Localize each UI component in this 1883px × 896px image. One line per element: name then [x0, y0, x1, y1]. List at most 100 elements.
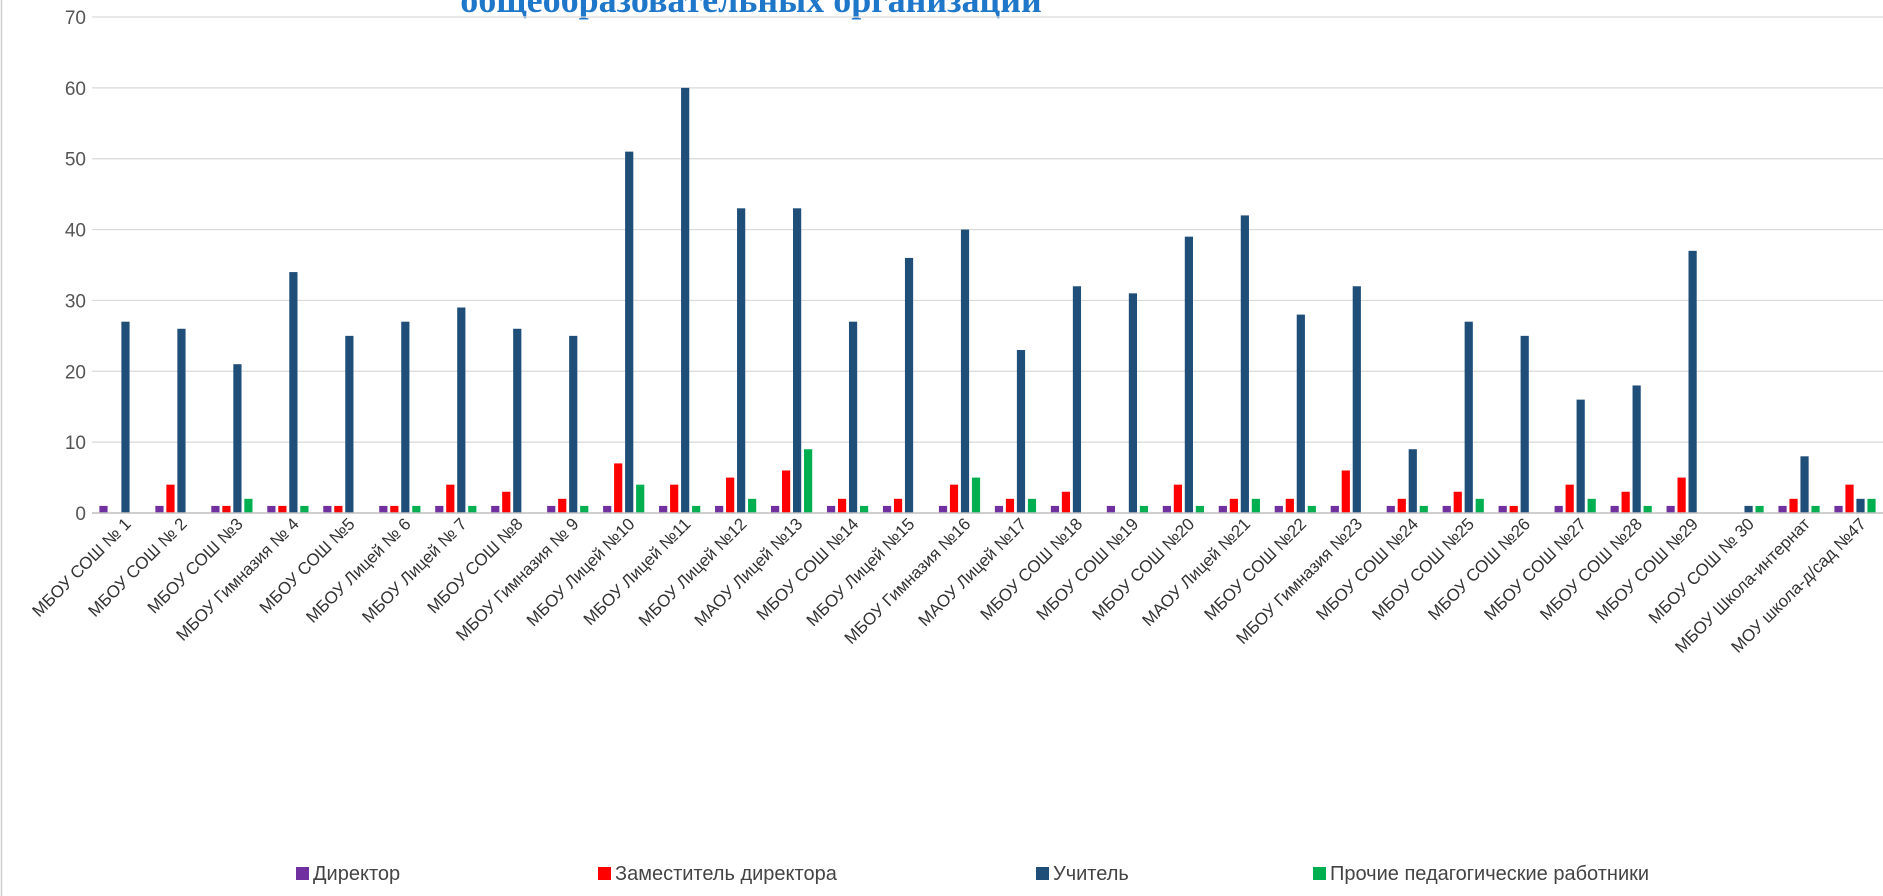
bar [771, 505, 780, 513]
y-tick-label: 60 [65, 79, 86, 100]
y-tick-label: 30 [65, 291, 86, 312]
legend-label: Учитель [1053, 863, 1129, 885]
bar [177, 328, 186, 513]
bar [1240, 215, 1249, 513]
bar [289, 272, 298, 513]
x-tick-label: МБОУ СОШ №26 [1424, 514, 1534, 624]
bars [99, 87, 1876, 514]
x-tick-label: МБОУ СОШ №19 [1033, 514, 1143, 624]
bar [1509, 505, 1518, 513]
legend-swatch [296, 867, 309, 880]
y-tick-label: 50 [65, 150, 86, 171]
bar [278, 505, 287, 513]
bar [636, 484, 645, 513]
bar [1632, 385, 1641, 513]
bar [670, 484, 679, 513]
bar [737, 208, 746, 514]
bar [1442, 505, 1451, 513]
bar [1811, 505, 1820, 513]
legend-label: Директор [313, 863, 400, 885]
x-tick-label: МБОУ СОШ №20 [1089, 514, 1199, 624]
bar [155, 505, 164, 513]
bar [1106, 505, 1116, 513]
bar [1666, 505, 1675, 513]
bar [1856, 498, 1865, 513]
bar [659, 505, 668, 513]
bar [558, 498, 567, 513]
bar [244, 498, 253, 513]
bar [782, 470, 791, 513]
x-tick-label: МАОУ Лицей №13 [691, 514, 807, 630]
x-tick-label: МБОУ Лицей №15 [803, 514, 919, 630]
bar [1789, 498, 1798, 513]
x-tick-label: МБОУ СОШ №3 [144, 514, 247, 617]
x-tick-label: МАОУ Лицей №17 [915, 514, 1031, 630]
bar [603, 505, 612, 513]
bar [625, 151, 634, 513]
bar [569, 335, 578, 513]
bar [748, 498, 757, 513]
x-tick-label: МБОУ Лицей №11 [580, 514, 695, 629]
bar [1475, 498, 1484, 513]
bar [1688, 250, 1697, 514]
bar [804, 449, 813, 513]
bar [491, 505, 500, 513]
bar [1061, 491, 1071, 513]
bar [1386, 505, 1395, 513]
bar [345, 335, 354, 513]
x-tick-label: МБОУ СОШ № 30 [1645, 514, 1758, 627]
bar [949, 484, 959, 513]
bar [323, 505, 332, 513]
bar [401, 321, 410, 513]
bar [1498, 505, 1507, 513]
legend-label: Заместитель директора [615, 863, 838, 885]
bar [1643, 505, 1652, 513]
bar [222, 505, 231, 513]
bar [1800, 456, 1809, 513]
bar [1755, 505, 1764, 513]
bar [580, 505, 589, 513]
x-tick-label: МБОУ СОШ № 2 [84, 514, 190, 620]
bar [1610, 505, 1619, 513]
x-tick-label: МБОУ СОШ №8 [424, 514, 527, 617]
bar [211, 505, 220, 513]
y-axis-ticks: 0 10 20 30 40 50 60 70 [65, 8, 86, 525]
bar [1464, 321, 1473, 513]
bar [121, 321, 130, 513]
bar [1027, 498, 1037, 513]
bar [1274, 505, 1283, 513]
bar [1520, 335, 1529, 513]
bar [547, 505, 556, 513]
bar [267, 505, 276, 513]
bar [1453, 491, 1462, 513]
bar [793, 208, 802, 514]
legend-swatch [1036, 867, 1049, 880]
bar [300, 505, 309, 513]
y-tick-label: 40 [65, 221, 86, 242]
bar [1050, 505, 1060, 513]
y-tick-label: 10 [65, 433, 86, 454]
bar [1016, 350, 1026, 513]
legend-swatch [598, 867, 611, 880]
bar [904, 257, 914, 513]
bar [1744, 505, 1753, 513]
bar [692, 505, 701, 513]
bar [334, 505, 343, 513]
x-tick-label: МБОУ СОШ №22 [1200, 514, 1310, 624]
bar [859, 505, 869, 513]
bar [99, 505, 108, 513]
bar [882, 505, 892, 513]
bar [379, 505, 388, 513]
bar [1341, 470, 1350, 513]
x-tick-label: МБОУ СОШ №28 [1536, 514, 1646, 624]
bar [1072, 286, 1082, 513]
bar [681, 87, 690, 513]
bar [1162, 505, 1171, 513]
bar [435, 505, 444, 513]
bar [502, 491, 511, 513]
bar [960, 229, 970, 514]
x-tick-label: МБОУ СОШ №14 [753, 514, 863, 624]
x-tick-label: МБОУ СОШ №5 [256, 514, 359, 617]
x-tick-label: МБОУ СОШ №18 [977, 514, 1087, 624]
bar [390, 505, 399, 513]
